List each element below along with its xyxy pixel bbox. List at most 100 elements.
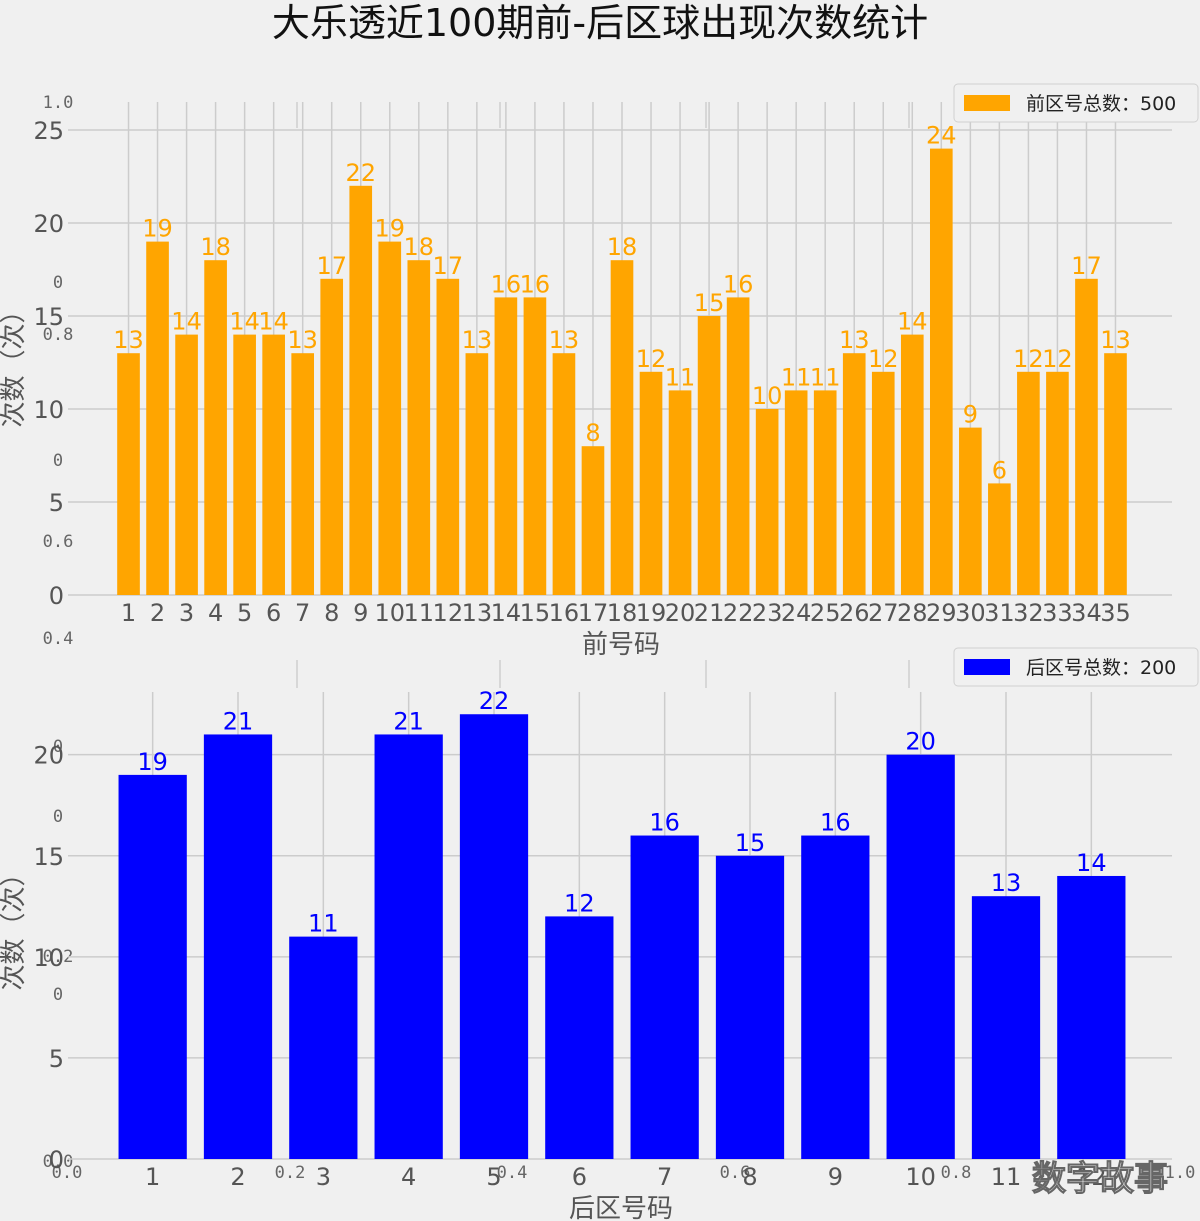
x-tick-label: 21 xyxy=(694,599,725,627)
data-label: 15 xyxy=(735,829,766,857)
data-label: 9 xyxy=(963,401,978,429)
background-left-tick: 0 xyxy=(53,985,63,1005)
data-label: 19 xyxy=(142,215,173,243)
x-tick-label: 6 xyxy=(266,599,281,627)
y-axis-label: 次数（次） xyxy=(0,297,29,427)
x-tick-label: 12 xyxy=(1076,1163,1107,1191)
bar xyxy=(755,409,779,595)
x-tick-label: 29 xyxy=(926,599,957,627)
bar xyxy=(929,148,953,595)
data-label: 12 xyxy=(868,345,899,373)
x-axis-label: 后区号码 xyxy=(569,1194,673,1221)
x-tick-label: 33 xyxy=(1042,599,1073,627)
data-label: 20 xyxy=(905,728,936,756)
data-label: 14 xyxy=(897,308,928,336)
data-label: 12 xyxy=(636,345,667,373)
background-bottom-tick: 1.0 xyxy=(1165,1163,1196,1183)
data-label: 16 xyxy=(491,270,522,298)
data-label: 10 xyxy=(752,382,783,410)
watermark: 数字故事 xyxy=(1032,1159,1168,1199)
bar xyxy=(436,278,460,595)
y-tick-label: 20 xyxy=(33,210,64,238)
data-label: 11 xyxy=(810,363,841,391)
data-label: 15 xyxy=(694,289,725,317)
x-tick-label: 2 xyxy=(230,1163,245,1191)
bar xyxy=(801,835,870,1159)
data-label: 24 xyxy=(926,122,957,150)
bar xyxy=(459,714,529,1159)
legend-swatch xyxy=(964,95,1010,111)
x-tick-label: 26 xyxy=(839,599,870,627)
front-area-chart: 0510152025131192143184145146137178229191… xyxy=(0,83,1199,660)
x-tick-label: 10 xyxy=(374,599,405,627)
data-label: 14 xyxy=(1076,849,1107,877)
bar xyxy=(697,316,721,595)
x-tick-label: 7 xyxy=(657,1163,672,1191)
x-tick-label: 16 xyxy=(549,599,580,627)
x-tick-label: 35 xyxy=(1100,599,1131,627)
x-tick-label: 25 xyxy=(810,599,841,627)
bar xyxy=(971,896,1041,1159)
x-tick-label: 34 xyxy=(1071,599,1102,627)
legend: 后区号总数：200 xyxy=(953,647,1199,687)
bar xyxy=(494,297,518,595)
data-label: 21 xyxy=(223,707,254,735)
y-tick-label: 15 xyxy=(33,843,64,871)
data-label: 13 xyxy=(287,326,318,354)
bar xyxy=(175,334,198,595)
background-left-tick: 0 xyxy=(53,273,63,293)
bar xyxy=(1075,278,1098,595)
bar xyxy=(204,260,227,595)
data-label: 13 xyxy=(113,326,144,354)
x-tick-label: 31 xyxy=(984,599,1015,627)
x-tick-label: 20 xyxy=(665,599,696,627)
data-label: 14 xyxy=(171,308,202,336)
x-tick-label: 9 xyxy=(828,1163,843,1191)
bar xyxy=(289,936,358,1159)
data-label: 13 xyxy=(1100,326,1131,354)
y-tick-label: 0 xyxy=(49,1146,64,1174)
x-tick-label: 23 xyxy=(752,599,783,627)
x-tick-label: 4 xyxy=(208,599,223,627)
bar xyxy=(871,371,895,595)
data-label: 19 xyxy=(137,748,168,776)
x-tick-label: 9 xyxy=(353,599,368,627)
data-label: 12 xyxy=(1042,345,1073,373)
x-tick-label: 14 xyxy=(491,599,522,627)
bar xyxy=(610,260,634,595)
x-tick-label: 1 xyxy=(145,1163,160,1191)
x-tick-label: 30 xyxy=(955,599,986,627)
bar xyxy=(523,297,547,595)
data-label: 13 xyxy=(549,326,580,354)
data-label: 13 xyxy=(839,326,870,354)
legend-swatch xyxy=(964,659,1010,675)
bar xyxy=(320,278,344,595)
bar xyxy=(639,371,663,595)
bar xyxy=(545,916,614,1159)
bar xyxy=(291,353,315,595)
bar xyxy=(630,835,699,1159)
x-tick-label: 7 xyxy=(295,599,310,627)
x-tick-label: 5 xyxy=(486,1163,501,1191)
data-label: 18 xyxy=(404,233,435,261)
legend-frame xyxy=(953,647,1199,687)
data-label: 13 xyxy=(991,869,1022,897)
x-tick-label: 8 xyxy=(742,1163,757,1191)
y-tick-label: 25 xyxy=(33,117,64,145)
x-tick-label: 19 xyxy=(636,599,667,627)
background-bottom-tick: 0.4 xyxy=(497,1163,528,1183)
data-label: 21 xyxy=(393,707,424,735)
bar xyxy=(1104,353,1127,595)
bar xyxy=(117,353,140,595)
data-label: 18 xyxy=(200,233,231,261)
data-label: 16 xyxy=(649,809,680,837)
bar xyxy=(959,427,982,595)
y-tick-label: 5 xyxy=(49,1045,64,1073)
background-bottom-tick: 0.6 xyxy=(720,1163,751,1183)
bar xyxy=(1057,875,1126,1159)
bar xyxy=(886,754,955,1159)
x-tick-label: 5 xyxy=(237,599,252,627)
data-label: 11 xyxy=(665,363,696,391)
